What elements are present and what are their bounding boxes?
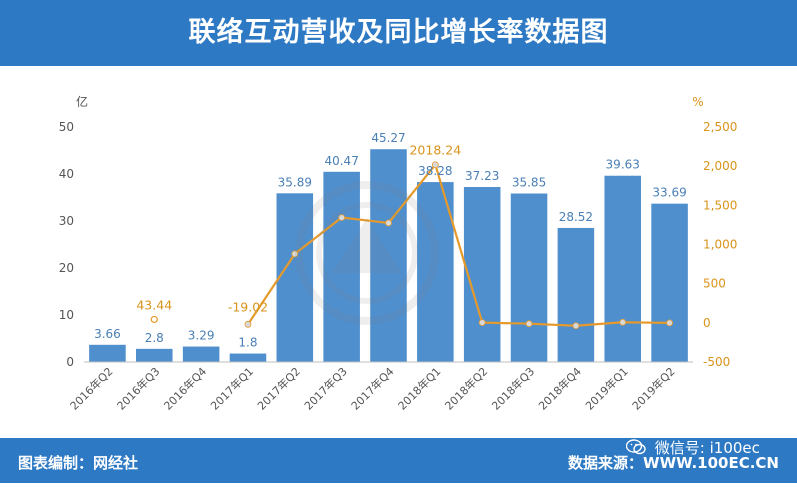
growth-point [478, 319, 486, 326]
category-label: 2016年Q3 [114, 364, 163, 413]
footer-made-by: 图表编制：网经社 [18, 454, 139, 472]
category-label: 2018年Q2 [442, 364, 491, 413]
right-tick-label: 2,500 [703, 120, 737, 134]
growth-point [244, 320, 252, 328]
bar-value-label: 39.63 [606, 158, 640, 172]
bar-value-label: 40.47 [324, 154, 358, 168]
wechat-id: 微信号: i100ec [654, 439, 760, 457]
right-axis-ticks: -500 0 500 1,000 1,500 2,000 2,500 [703, 120, 737, 369]
category-label: 2019年Q2 [629, 364, 678, 413]
bar [417, 182, 454, 362]
bar [370, 149, 407, 362]
left-tick-label: 0 [66, 355, 74, 369]
bar [89, 344, 126, 362]
bar-value-label: 3.66 [94, 327, 121, 341]
bar [557, 227, 595, 362]
bar [510, 193, 548, 362]
bar-value-labels: 3.66 2.8 3.29 1.8 35.89 40.47 45.27 38.28 37.23 3… [94, 131, 687, 349]
growth-value-labels: 43.44 -19.02 2018.24 [136, 143, 461, 315]
growth-line [247, 162, 670, 327]
right-tick-label: 500 [703, 277, 726, 291]
bar [276, 193, 314, 362]
bar-series [89, 149, 688, 362]
bar [604, 175, 642, 362]
growth-point [572, 322, 580, 330]
growth-point [291, 250, 299, 258]
category-axis-labels: 2016年Q2 2016年Q3 2016年Q4 2017年Q1 2017年Q2 2017年… [67, 364, 678, 413]
bar-value-label: 35.85 [512, 176, 546, 190]
left-axis-unit: 亿 [76, 94, 88, 109]
bar-value-label: 33.69 [652, 186, 686, 200]
growth-point [666, 319, 673, 327]
right-tick-label: 1,000 [703, 238, 737, 252]
footer-bar: 图表编制：网经社 数据来源：WWW.100EC.CN [0, 438, 797, 483]
category-label: 2017年Q4 [348, 364, 397, 413]
growth-value-label: -19.02 [228, 299, 268, 314]
growth-value-label: 2018.24 [409, 143, 461, 158]
bar-value-label: 35.89 [278, 175, 312, 189]
growth-point [385, 219, 392, 227]
growth-point [525, 320, 533, 328]
growth-line-series [150, 161, 673, 330]
category-label: 2018年Q1 [395, 364, 444, 413]
left-axis-ticks: 0 10 20 30 40 50 [59, 120, 74, 369]
wechat-watermark: 微信号: i100ec [626, 437, 760, 458]
bar-value-label: 45.27 [371, 131, 405, 145]
category-label: 2019年Q1 [582, 364, 631, 413]
category-label: 2017年Q1 [208, 364, 257, 413]
growth-point [150, 315, 158, 324]
category-label: 2018年Q3 [489, 364, 538, 413]
bar [463, 187, 501, 362]
left-tick-label: 50 [59, 120, 74, 134]
bar-value-label: 28.52 [559, 210, 593, 224]
right-axis-unit: % [692, 95, 703, 109]
chart-header-bar: 联络互动营收及同比增长率数据图 [0, 0, 797, 66]
right-tick-label: 2,000 [703, 159, 737, 173]
category-label: 2017年Q2 [254, 364, 303, 413]
bar-value-label: 1.8 [238, 336, 257, 350]
left-tick-label: 20 [59, 261, 74, 275]
bar [323, 171, 360, 362]
growth-point [431, 161, 439, 169]
growth-value-label: 43.44 [136, 297, 172, 312]
footer-source: 数据来源：WWW.100EC.CN [568, 454, 779, 472]
bar [182, 346, 220, 362]
left-tick-label: 40 [59, 167, 74, 181]
growth-point [619, 318, 627, 326]
left-tick-label: 10 [59, 308, 74, 322]
wechat-icon [626, 439, 646, 455]
bar-value-label: 37.23 [465, 169, 499, 183]
bar-value-label: 38.28 [418, 164, 452, 178]
right-tick-label: 1,500 [703, 198, 737, 212]
category-label: 2018年Q4 [535, 364, 584, 413]
growth-point [338, 214, 346, 221]
right-tick-label: -500 [703, 355, 730, 369]
category-label: 2016年Q2 [67, 364, 116, 413]
watermark-logo [295, 181, 439, 325]
left-tick-label: 30 [59, 214, 74, 228]
bar [651, 203, 688, 362]
category-label: 2017年Q3 [301, 364, 350, 413]
bar [135, 348, 173, 362]
bar [229, 353, 267, 362]
chart-title: 联络互动营收及同比增长率数据图 [188, 17, 609, 48]
category-label: 2016年Q4 [161, 364, 210, 413]
bar-value-label: 2.8 [145, 331, 164, 345]
bar-value-label: 3.29 [188, 329, 215, 343]
right-tick-label: 0 [703, 316, 711, 330]
